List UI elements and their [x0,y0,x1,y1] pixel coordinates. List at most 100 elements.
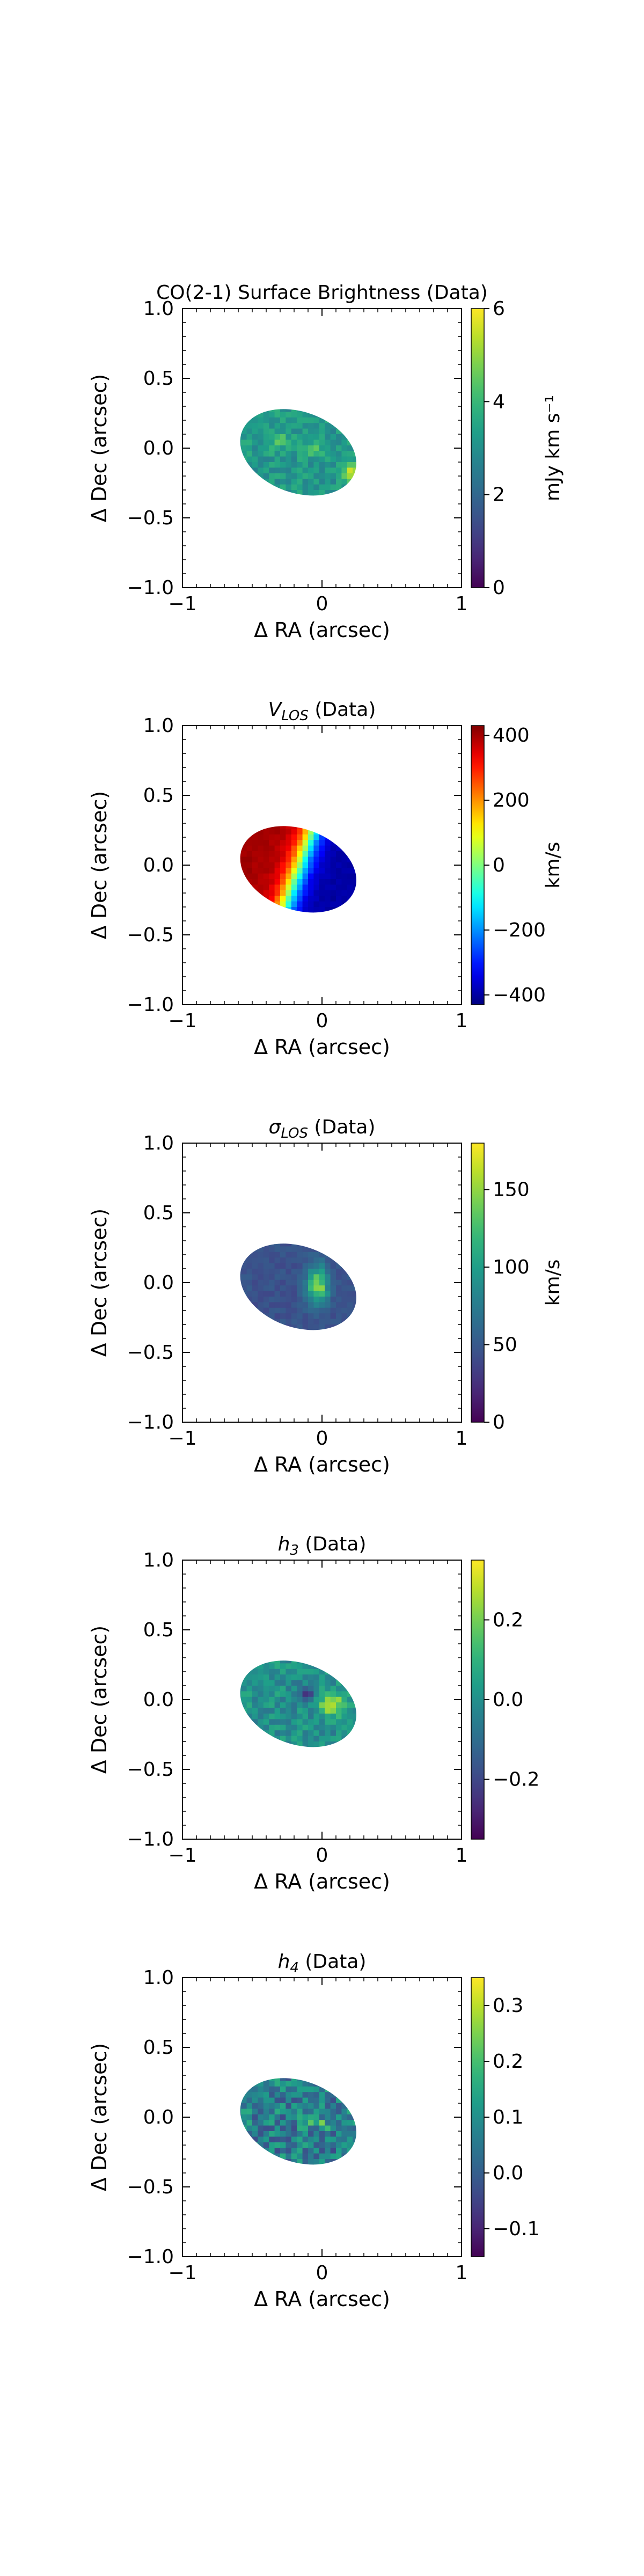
map-pixel [241,823,247,829]
panel-3: σLOS (Data)−1 0 11.00.50.0−0.5−1.0Δ RA (ar… [87,1116,564,1476]
map-pixel [235,2097,241,2104]
map-pixel [313,834,320,840]
map-pixel [263,2131,269,2137]
map-pixel [291,845,297,852]
map-pixel [258,490,264,496]
map-pixel [269,428,275,435]
map-pixel [263,1696,269,1703]
map-pixel [308,1652,314,1658]
map-pixel [313,451,320,457]
map-pixel [252,1335,258,1342]
map-pixel [297,440,303,446]
map-pixel [252,1263,258,1269]
map-pixel [246,462,253,468]
map-pixel [313,501,320,507]
map-pixel [286,473,292,479]
map-pixel [291,417,297,423]
map-pixel [235,1680,241,1686]
map-pixel [263,400,269,407]
map-pixel [230,412,236,418]
map-pixel [353,2120,359,2126]
intensity-map [228,812,369,924]
map-pixel [291,501,297,507]
map-pixel [364,2069,369,2076]
map-pixel [291,1714,297,1719]
map-pixel [274,451,281,457]
map-pixel [308,1246,314,1253]
map-pixel [291,912,297,919]
map-pixel [364,1674,369,1681]
map-pixel [241,1319,247,1325]
map-pixel [252,1652,258,1658]
map-pixel [297,901,303,908]
map-pixel [308,467,314,474]
map-pixel [286,1724,292,1731]
map-pixel [274,901,281,908]
map-pixel [341,868,348,874]
map-pixel [330,2086,336,2092]
map-pixel [347,467,353,474]
map-pixel [330,884,336,891]
map-pixel [353,890,359,896]
map-pixel [302,1708,309,1714]
map-pixel [269,890,275,896]
map-pixel [308,484,314,491]
map-pixel [319,1646,325,1653]
map-pixel [269,1297,275,1302]
map-pixel [230,907,236,913]
map-pixel [364,851,369,857]
map-pixel [336,884,342,891]
map-pixel [297,1724,303,1731]
map-pixel [286,2148,292,2154]
map-pixel [241,479,247,485]
map-pixel [308,440,314,446]
map-pixel [286,1241,292,1247]
map-pixel [302,1674,309,1681]
map-pixel [336,1719,342,1725]
map-pixel [364,1324,369,1330]
map-pixel [263,1652,269,1658]
map-pixel [258,2164,264,2171]
map-pixel [230,2069,236,2076]
map-pixel [246,2136,253,2143]
map-pixel [302,1680,309,1686]
map-pixel [353,1241,359,1247]
x-axis-label: Δ RA (arcsec) [254,1453,390,1476]
map-pixel [291,495,297,502]
map-pixel [258,445,264,451]
map-pixel [228,896,230,902]
map-pixel [241,445,247,451]
map-pixel [230,2125,236,2132]
map-pixel [325,2092,331,2098]
map-pixel [347,2064,353,2070]
map-pixel [230,1663,236,1670]
map-pixel [330,1702,336,1709]
map-pixel [235,1230,241,1236]
map-pixel [241,1674,247,1681]
map-pixel [230,1257,236,1264]
map-pixel [358,406,364,412]
map-pixel [263,2148,269,2154]
map-pixel [241,873,247,880]
map-pixel [308,1741,314,1747]
map-pixel [308,2159,314,2165]
map-pixel [364,907,369,913]
map-pixel [358,1663,364,1670]
map-pixel [313,1291,320,1297]
map-pixel [358,1241,364,1247]
map-pixel [330,2069,336,2076]
map-pixel [291,1297,297,1302]
map-pixel [241,857,247,863]
map-pixel [274,1324,281,1330]
map-pixel [336,1652,342,1658]
map-pixel [330,1252,336,1258]
map-pixel [325,495,331,502]
map-pixel [230,490,236,496]
map-pixel [274,484,281,491]
map-pixel [235,1279,241,1286]
map-pixel [291,2069,297,2076]
map-pixel [258,1730,264,1737]
map-pixel [347,2081,353,2087]
map-pixel [341,1302,348,1308]
map-pixel [358,1686,364,1692]
